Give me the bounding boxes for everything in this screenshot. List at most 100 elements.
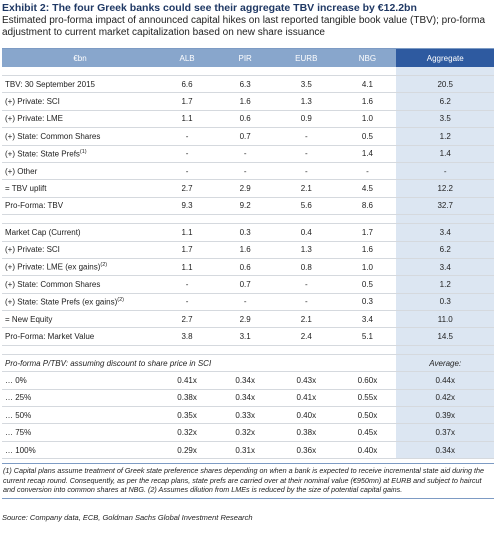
- row-label: Pro-Forma: Market Value: [2, 327, 158, 346]
- table-row: … 75% 0.32x 0.32x 0.38x 0.45x 0.37x: [2, 423, 494, 442]
- cell: 1.7: [158, 241, 217, 259]
- cell: -: [216, 293, 275, 312]
- cell: 20.5: [396, 75, 494, 94]
- table-row: (+) Private: SCI 1.7 1.6 1.3 1.6 6.2: [2, 241, 494, 259]
- cell: -: [274, 293, 339, 312]
- cell: 9.2: [216, 197, 275, 216]
- cell: 0.41x: [274, 389, 339, 408]
- cell: 8.6: [338, 197, 397, 216]
- spacer: [2, 214, 158, 225]
- spacer: [216, 214, 275, 225]
- label-text: (+) State: Common Shares: [5, 279, 101, 289]
- row-label: (+) Private: LME: [2, 110, 158, 129]
- footnote: (1) Capital plans assume treatment of Gr…: [2, 463, 494, 499]
- cell: 0.6: [216, 110, 275, 129]
- cell: 1.1: [158, 223, 217, 242]
- cell: 0.4: [274, 223, 339, 242]
- cell: 0.55x: [338, 389, 397, 408]
- cell: 12.2: [396, 179, 494, 198]
- cell: 0.31x: [216, 441, 275, 460]
- cell: 0.5: [338, 275, 397, 294]
- exhibit: Exhibit 2: The four Greek banks could se…: [2, 2, 494, 522]
- cell: 1.1: [158, 110, 217, 129]
- label-text: (+) Private: SCI: [5, 245, 60, 255]
- spacer: [396, 345, 494, 355]
- table-row: … 25% 0.38x 0.34x 0.41x 0.55x 0.42x: [2, 389, 494, 408]
- label-text: (+) Private: SCI: [5, 97, 60, 107]
- spacer: [338, 214, 397, 225]
- cell: 0.3: [338, 293, 397, 312]
- row-label: TBV: 30 September 2015: [2, 75, 158, 94]
- cell: 0.32x: [158, 423, 217, 442]
- cell: 0.34x: [396, 441, 494, 460]
- cell: -: [274, 275, 339, 294]
- average-label: Average:: [396, 354, 494, 373]
- cell: 1.3: [274, 92, 339, 111]
- table-row: [2, 345, 494, 355]
- table-row: … 100% 0.29x 0.31x 0.36x 0.40x 0.34x: [2, 441, 494, 460]
- cell: 3.1: [216, 327, 275, 346]
- label-text: Pro-Forma: TBV: [5, 201, 64, 211]
- cell: 0.38x: [158, 389, 217, 408]
- table-row: … 50% 0.35x 0.33x 0.40x 0.50x 0.39x: [2, 406, 494, 425]
- row-label: … 50%: [2, 406, 158, 425]
- cell: 5.6: [274, 197, 339, 216]
- cell: 0.60x: [338, 371, 397, 390]
- cell: 6.6: [158, 75, 217, 94]
- cell: 1.0: [338, 110, 397, 129]
- cell: 0.5: [338, 127, 397, 146]
- table-row: (+) State: Common Shares -0.7-0.5 1.2: [2, 275, 494, 294]
- column-header: Aggregate: [396, 48, 494, 67]
- cell: 6.3: [216, 75, 275, 94]
- spacer: [158, 67, 217, 76]
- label-text: = TBV uplift: [5, 184, 47, 194]
- label-text: (+) State: State Prefs: [5, 149, 80, 159]
- cell: 0.32x: [216, 423, 275, 442]
- spacer: [274, 67, 339, 76]
- cell: 4.5: [338, 179, 397, 198]
- cell: 1.7: [338, 223, 397, 242]
- label-text: (+) State: Common Shares: [5, 131, 101, 141]
- row-label: (+) State: State Prefs (ex gains)(2): [2, 293, 158, 312]
- table-row: (+) Private: LME 1.1 0.6 0.9 1.0 3.5: [2, 110, 494, 129]
- cell: 0.41x: [158, 371, 217, 390]
- note-ref: (1): [79, 148, 87, 155]
- cell: 0.7: [216, 127, 275, 146]
- cell: 2.4: [274, 327, 339, 346]
- cell: 0.35x: [158, 406, 217, 425]
- table-row: (+) State: State Prefs (ex gains)(2) - - -0…: [2, 293, 494, 312]
- cell: 1.1: [158, 258, 217, 277]
- label-text: (+) Other: [5, 166, 38, 176]
- cell: 0.34x: [216, 371, 275, 390]
- table-row: = TBV uplift 2.7 2.9 2.1 4.5 12.2: [2, 179, 494, 198]
- row-label: Market Cap (Current): [2, 223, 158, 242]
- table-row: €bn ALB PIR EURB NBG Aggregate: [2, 48, 494, 67]
- cell: -: [158, 162, 217, 181]
- cell: 3.4: [396, 223, 494, 242]
- cell: 0.43x: [274, 371, 339, 390]
- cell: 0.34x: [216, 389, 275, 408]
- cell: 1.6: [216, 241, 275, 259]
- cell: 1.2: [396, 275, 494, 294]
- cell: 0.9: [274, 110, 339, 129]
- cell: 3.5: [396, 110, 494, 129]
- cell: 3.4: [338, 310, 397, 329]
- cell: 2.7: [158, 179, 217, 198]
- table-row: TBV: 30 September 2015 6.6 6.3 3.5 4.1 20.5: [2, 75, 494, 94]
- row-label: (+) State: Common Shares: [2, 275, 158, 294]
- cell: -: [396, 162, 494, 181]
- row-label: = New Equity: [2, 310, 158, 329]
- row-label: (+) State: State Prefs(1): [2, 145, 158, 163]
- source: Source: Company data, ECB, Goldman Sachs…: [2, 512, 253, 522]
- row-label: … 0%: [2, 371, 158, 390]
- table-row: (+) State: Common Shares -0.7-0.5 1.2: [2, 127, 494, 146]
- row-label: = TBV uplift: [2, 179, 158, 198]
- note-ref: (2): [117, 297, 125, 304]
- cell: 2.9: [216, 310, 275, 329]
- column-header: €bn: [2, 48, 158, 67]
- row-label: (+) Private: SCI: [2, 92, 158, 111]
- table-row: Market Cap (Current) 1.1 0.3 0.4 1.7 3.4: [2, 223, 494, 242]
- table-row: [2, 214, 494, 225]
- cell: 0.3: [396, 293, 494, 312]
- column-header: NBG: [338, 48, 397, 67]
